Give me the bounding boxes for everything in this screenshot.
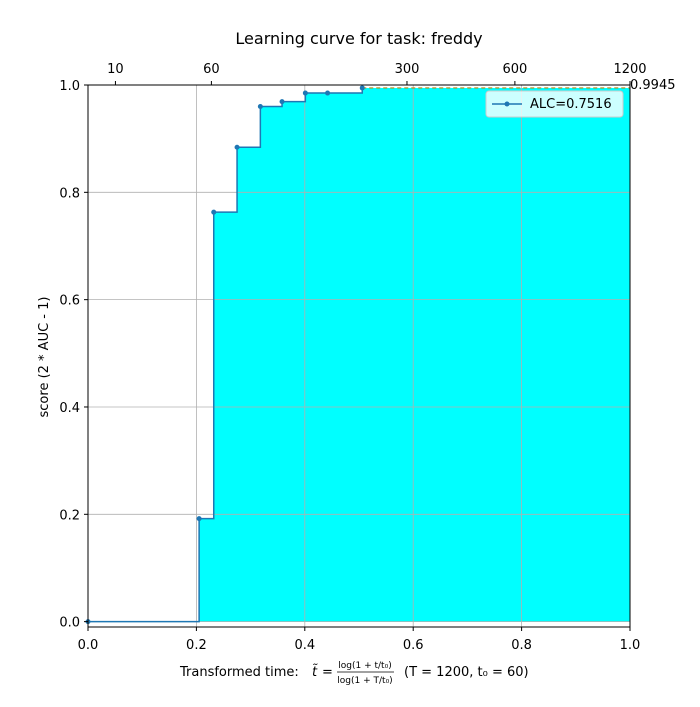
series-point — [325, 90, 331, 96]
x-tick-label: 0.4 — [294, 638, 315, 653]
x-tick-label: 1.0 — [620, 638, 641, 653]
x-axis-label-suffix: (T = 1200, t₀ = 60) — [404, 665, 529, 680]
chart-title: Learning curve for task: freddy — [235, 29, 482, 48]
x-axis-label-prefix: Transformed time: — [179, 665, 299, 680]
x-axis-label-eq: = — [322, 665, 333, 680]
legend: ALC=0.7516 — [485, 90, 624, 118]
y-tick-label: 0.2 — [59, 508, 80, 523]
x-axis-label-var: t̃ — [312, 665, 318, 680]
y-tick-label: 0.0 — [59, 616, 80, 631]
top-tick-label: 60 — [203, 62, 220, 77]
y-tick-label: 0.4 — [59, 401, 80, 416]
series-point — [196, 516, 202, 522]
x-tick-label: 0.0 — [78, 638, 99, 653]
x-tick-label: 0.6 — [403, 638, 424, 653]
y-tick-label: 0.6 — [59, 294, 80, 309]
x-tick-label: 0.8 — [511, 638, 532, 653]
area-fill — [88, 87, 630, 622]
ticks-layer: 0.0 0.2 0.4 0.6 0.8 1.0 0.0 0.2 0.4 0.6 0.8 1.0 10 60… — [59, 62, 675, 653]
series-point — [211, 209, 217, 215]
series-point — [234, 144, 240, 150]
y-tick-label: 0.8 — [59, 186, 80, 201]
top-tick-label: 1200 — [613, 62, 646, 77]
axes-layer — [87, 84, 631, 628]
series-point — [257, 103, 263, 109]
y-axis-label: score (2 * AUC - 1) — [37, 297, 52, 418]
y-tick-label: 1.0 — [59, 79, 80, 94]
top-tick-label: 300 — [395, 62, 420, 77]
legend-marker-swatch — [504, 101, 510, 107]
series-step-line — [88, 87, 364, 623]
legend-entry-label: ALC=0.7516 — [530, 97, 612, 112]
x-axis-label-denominator: log(1 + T/t₀) — [337, 676, 392, 686]
x-tick-label: 0.2 — [186, 638, 207, 653]
series-point — [359, 85, 365, 91]
top-tick-label: 10 — [107, 62, 124, 77]
final-value-label: 0.9945 — [630, 78, 676, 93]
area-fill-layer — [88, 87, 630, 622]
series-point — [302, 90, 308, 96]
series-point — [279, 99, 285, 105]
plot-frame — [87, 84, 631, 628]
legend-box — [485, 90, 624, 118]
x-axis-label: Transformed time: t̃ = log(1 + t/t₀) log… — [179, 661, 529, 686]
x-axis-label-numerator: log(1 + t/t₀) — [338, 661, 391, 671]
top-tick-label: 600 — [502, 62, 527, 77]
